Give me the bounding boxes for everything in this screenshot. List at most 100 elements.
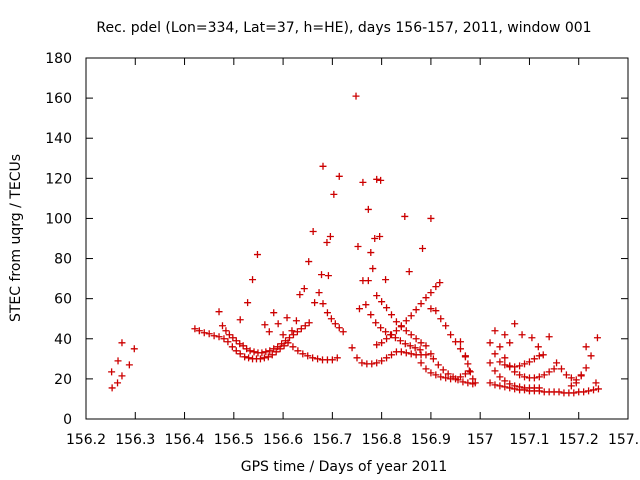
data-point: [289, 343, 297, 351]
data-point: [392, 318, 400, 326]
x-axis-label: GPS time / Days of year 2011: [241, 459, 448, 475]
data-point: [359, 178, 367, 186]
data-point: [459, 378, 467, 386]
data-point: [358, 359, 366, 367]
data-point: [245, 354, 253, 362]
data-point: [594, 385, 602, 393]
data-point: [593, 334, 601, 342]
data-point: [407, 350, 415, 358]
data-point: [391, 334, 399, 342]
x-tick-label: 157: [467, 432, 494, 448]
x-tick-label: 157.2: [559, 432, 599, 448]
data-point: [118, 339, 126, 347]
data-point: [464, 379, 472, 387]
data-point: [511, 320, 519, 328]
data-point: [442, 374, 450, 382]
data-point: [449, 373, 457, 381]
data-point: [383, 335, 391, 343]
data-point: [114, 357, 122, 365]
data-point: [432, 371, 440, 379]
data-point: [392, 327, 400, 335]
data-point: [456, 338, 464, 346]
y-tick-label: 140: [45, 131, 72, 147]
data-point: [444, 370, 452, 378]
data-point: [587, 352, 595, 360]
data-point: [534, 343, 542, 351]
data-point: [353, 354, 361, 362]
data-point: [402, 317, 410, 325]
y-axis-tick-labels: 0 20 40 60 80 100 120 140 160 180: [45, 51, 72, 428]
data-point: [319, 162, 327, 170]
chart-title: Rec. pdel (Lon=334, Lat=37, h=HE), days …: [96, 20, 591, 36]
data-point: [378, 298, 386, 306]
data-point: [328, 356, 336, 364]
data-point: [397, 348, 405, 356]
data-point: [326, 232, 334, 240]
data-point: [294, 347, 302, 355]
data-point: [401, 340, 409, 348]
data-point: [525, 358, 533, 366]
data-point: [501, 361, 509, 369]
data-point: [486, 339, 494, 347]
data-point: [422, 342, 430, 350]
data-point: [580, 388, 588, 396]
data-point: [567, 382, 575, 390]
data-point: [436, 279, 444, 287]
data-point: [491, 367, 499, 375]
data-point: [339, 328, 347, 336]
data-point: [417, 339, 425, 347]
x-axis-tick-labels: 156.2 156.3 156.4 156.5 156.6 156.7 156.8 156.9…: [66, 432, 640, 448]
data-point: [407, 312, 415, 320]
data-point: [241, 353, 249, 361]
data-point: [278, 340, 286, 348]
data-point: [261, 321, 269, 329]
data-point: [373, 175, 381, 183]
data-point: [437, 373, 445, 381]
data-point: [496, 382, 504, 390]
data-point: [427, 214, 435, 222]
data-point: [550, 365, 558, 373]
data-point: [305, 319, 313, 327]
data-point: [397, 322, 405, 330]
data-point: [373, 292, 381, 300]
x-tick-label: 156.6: [263, 432, 303, 448]
data-point: [382, 328, 390, 336]
data-point: [215, 333, 223, 341]
y-axis-label: STEC from uqrg / TECUs: [8, 154, 24, 322]
data-point: [318, 271, 326, 279]
data-point: [582, 364, 590, 372]
data-point: [378, 339, 386, 347]
data-point: [540, 371, 548, 379]
data-point: [369, 265, 377, 273]
data-point: [315, 289, 323, 297]
data-point: [422, 294, 430, 302]
data-point: [521, 360, 529, 368]
data-point: [582, 343, 590, 351]
data-point: [461, 353, 469, 361]
plot-area-frame: [85, 57, 629, 420]
data-point: [382, 276, 390, 284]
data-point: [465, 367, 473, 375]
data-point: [402, 349, 410, 357]
data-point: [396, 337, 404, 345]
data-point: [577, 372, 585, 380]
data-point: [447, 331, 455, 339]
data-point: [239, 342, 247, 350]
data-point: [253, 251, 261, 259]
data-point: [491, 381, 499, 389]
data-point: [373, 341, 381, 349]
data-point: [300, 285, 308, 293]
data-point: [567, 374, 575, 382]
data-point: [335, 324, 343, 332]
data-point: [491, 350, 499, 358]
y-tick-label: 40: [54, 332, 72, 348]
x-axis-ticks: [85, 58, 629, 419]
data-point: [491, 327, 499, 335]
data-point: [416, 346, 424, 354]
data-point: [516, 371, 524, 379]
data-point: [377, 324, 385, 332]
data-point: [545, 333, 553, 341]
data-point: [501, 383, 509, 391]
data-point: [220, 335, 228, 343]
x-tick-label: 156.2: [66, 432, 106, 448]
